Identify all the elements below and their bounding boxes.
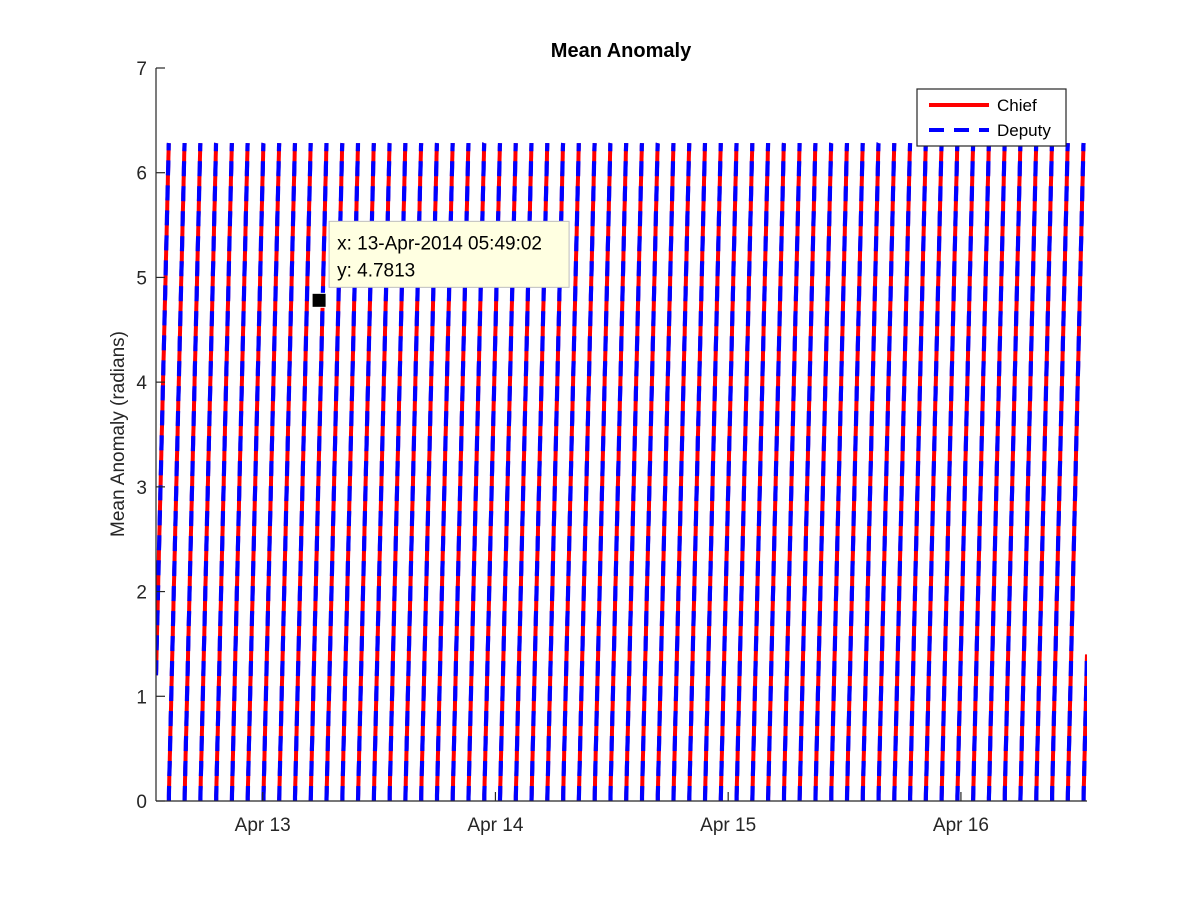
legend-box (916, 88, 1067, 147)
y-axis-label: Mean Anomaly (radians) (108, 331, 129, 537)
x-tick-label: Apr 14 (467, 815, 523, 836)
axes (155, 67, 1087, 802)
plot-area (156, 141, 1087, 801)
legend-label-chief: Chief (997, 96, 1037, 115)
x-tick-label: Apr 15 (700, 815, 756, 836)
y-tick-label: 1 (136, 687, 147, 708)
tick-labels: 0 1 2 3 4 5 6 7 Apr 13 Apr 14 Apr 15 Apr 16 (136, 59, 988, 836)
y-tick-label: 2 (136, 583, 147, 604)
data-tip-marker[interactable] (311, 292, 327, 308)
data-tip[interactable]: x: 13-Apr-2014 05:49:02 y: 4.7813 (311, 220, 570, 308)
legend-label-deputy: Deputy (997, 121, 1051, 140)
y-tick-label: 7 (136, 59, 147, 80)
y-tick-label: 4 (136, 373, 147, 394)
y-tick-label: 3 (136, 478, 147, 499)
legend[interactable]: Chief Deputy (916, 88, 1067, 147)
data-tip-y-text: y: 4.7813 (337, 260, 415, 281)
x-tick-label: Apr 13 (235, 815, 291, 836)
y-tick-label: 0 (136, 792, 147, 813)
data-tip-box (328, 220, 570, 288)
data-tip-x-text: x: 13-Apr-2014 05:49:02 (337, 233, 542, 254)
series-line-deputy[interactable] (156, 141, 1087, 801)
y-tick-label: 5 (136, 268, 147, 289)
chart-title: Mean Anomaly (551, 40, 692, 62)
x-tick-label: Apr 16 (933, 815, 989, 836)
y-tick-label: 6 (136, 164, 147, 185)
